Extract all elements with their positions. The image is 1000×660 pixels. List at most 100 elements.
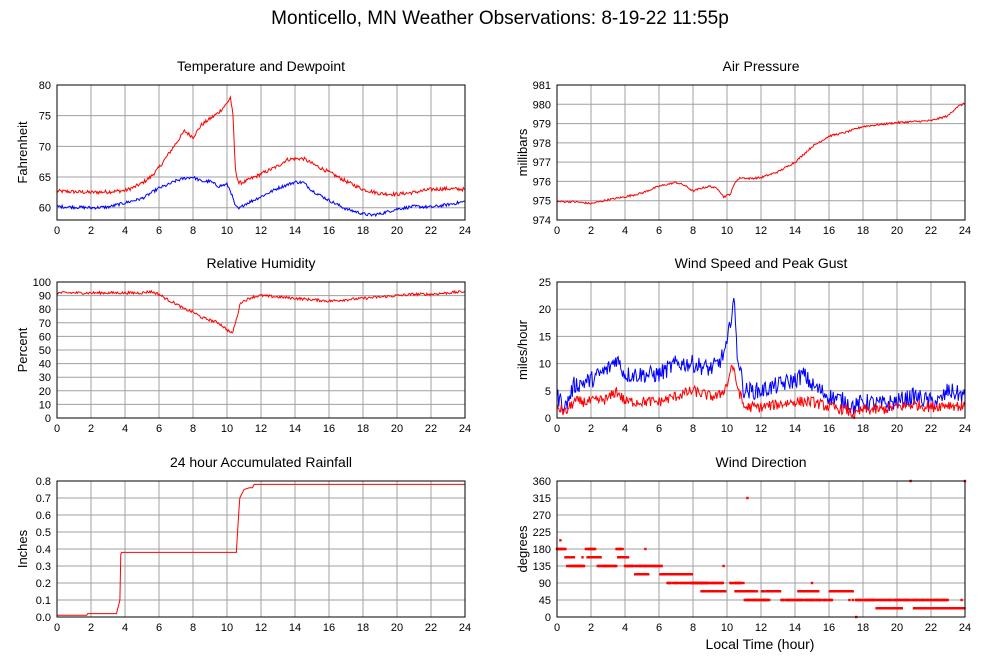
accumulated-rainfall-chart-frame — [56, 480, 466, 618]
y-tick-label: 90 — [39, 291, 51, 303]
x-tick-label: 12 — [255, 225, 267, 237]
direction-point — [615, 564, 618, 568]
x-tick-label: 24 — [959, 622, 971, 634]
direction-point — [758, 598, 762, 602]
direction-point — [914, 607, 917, 610]
direction-point — [640, 573, 644, 576]
direction-point — [690, 573, 694, 576]
wind-direction-chart-title: Wind Direction — [715, 454, 806, 470]
x-tick-label: 8 — [190, 225, 196, 237]
y-tick-label: 50 — [39, 345, 51, 357]
x-tick-label: 20 — [391, 423, 403, 435]
x-tick-label: 22 — [925, 225, 937, 237]
direction-point — [742, 581, 745, 585]
direction-point — [900, 598, 903, 602]
x-tick-label: 12 — [255, 423, 267, 435]
y-tick-label: 975 — [533, 196, 551, 208]
x-tick-label: 4 — [622, 622, 628, 634]
direction-point — [634, 573, 637, 576]
x-tick-label: 0 — [54, 622, 60, 634]
direction-point — [937, 598, 940, 602]
temperature-dewpoint-chart-series-line-0 — [57, 94, 465, 198]
direction-point — [947, 607, 950, 610]
x-tick-label: 18 — [357, 225, 369, 237]
y-tick-label: 60 — [39, 331, 51, 343]
air-pressure-chart-grid — [556, 84, 966, 221]
y-tick-label: 25 — [539, 277, 551, 289]
direction-point — [768, 598, 771, 602]
y-tick-label: 977 — [533, 157, 551, 169]
direction-point — [828, 590, 831, 593]
y-tick-label: 80 — [39, 80, 51, 92]
direction-point — [910, 598, 913, 602]
direction-point — [890, 598, 893, 602]
direction-point — [619, 547, 623, 551]
accumulated-rainfall-chart-ylabel: Inches — [15, 529, 30, 568]
direction-point — [804, 590, 807, 593]
direction-point — [797, 590, 800, 593]
relative-humidity-chart-series-line-0 — [57, 289, 465, 334]
direction-point — [616, 547, 619, 551]
x-tick-label: 16 — [323, 622, 335, 634]
y-tick-label: 976 — [533, 176, 551, 188]
x-tick-label: 12 — [755, 225, 767, 237]
y-tick-label: 0 — [545, 612, 551, 624]
direction-point — [893, 607, 896, 610]
direction-point — [923, 598, 926, 602]
x-tick-label: 0 — [54, 225, 60, 237]
direction-point — [801, 590, 804, 593]
direction-point — [900, 607, 903, 610]
x-tick-label: 18 — [857, 423, 869, 435]
direction-point — [703, 590, 706, 593]
y-tick-label: 981 — [533, 80, 551, 92]
wind-speed-gust-chart-title: Wind Speed and Peak Gust — [675, 255, 848, 271]
direction-point — [658, 564, 661, 568]
direction-point — [919, 598, 922, 602]
y-tick-label: 70 — [39, 318, 51, 330]
direction-point — [724, 590, 727, 593]
x-tick-label: 22 — [425, 225, 437, 237]
direction-point — [679, 581, 682, 585]
wind-speed-gust-chart-frame — [556, 281, 966, 419]
x-tick-label: 6 — [656, 225, 662, 237]
direction-point — [763, 598, 766, 602]
direction-point — [826, 598, 829, 602]
accumulated-rainfall-chart-series-line-0 — [57, 483, 465, 616]
y-tick-label: 0.0 — [36, 612, 51, 624]
direction-point — [793, 598, 796, 602]
x-tick-label: 4 — [122, 423, 128, 435]
direction-point — [817, 590, 820, 593]
direction-point — [925, 607, 928, 610]
direction-point — [749, 598, 753, 602]
direction-point — [885, 607, 888, 610]
y-tick-label: 20 — [39, 386, 51, 398]
y-tick-label: 225 — [533, 527, 551, 539]
direction-point — [851, 590, 854, 593]
x-tick-label: 8 — [190, 423, 196, 435]
direction-point — [559, 539, 562, 542]
y-tick-label: 0.1 — [36, 595, 51, 607]
direction-point — [598, 564, 602, 568]
x-tick-label: 10 — [721, 622, 733, 634]
x-tick-label: 22 — [425, 423, 437, 435]
direction-point — [938, 607, 942, 610]
x-tick-label: 10 — [221, 423, 233, 435]
direction-point — [949, 607, 952, 610]
y-tick-label: 75 — [39, 111, 51, 123]
direction-point — [848, 598, 851, 602]
page-title: Monticello, MN Weather Observations: 8-1… — [271, 8, 729, 29]
accumulated-rainfall-chart-grid — [56, 480, 466, 618]
y-tick-label: 0.5 — [36, 527, 51, 539]
direction-point — [884, 598, 888, 602]
direction-point — [916, 598, 919, 602]
x-tick-label: 16 — [323, 423, 335, 435]
direction-point — [782, 598, 785, 602]
x-tick-label: 18 — [357, 622, 369, 634]
x-tick-label: 24 — [459, 225, 471, 237]
direction-point — [880, 607, 883, 610]
y-tick-label: 65 — [39, 172, 51, 184]
direction-point — [671, 581, 675, 585]
